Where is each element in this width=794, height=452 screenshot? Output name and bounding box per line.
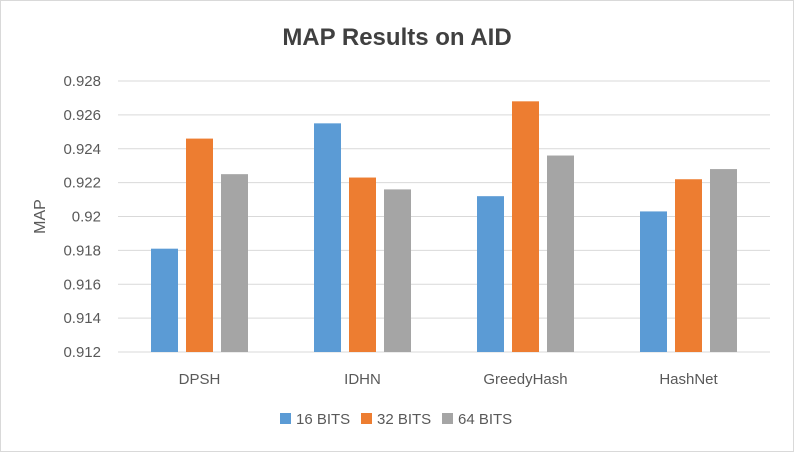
legend-label: 32 BITS bbox=[377, 411, 431, 428]
y-tick-label: 0.924 bbox=[63, 141, 101, 158]
legend-swatch bbox=[442, 413, 453, 424]
x-category-label: DPSH bbox=[179, 371, 221, 388]
bar-hashnet-16-bits bbox=[640, 211, 667, 352]
y-axis-label: MAP bbox=[32, 199, 49, 234]
bar-dpsh-16-bits bbox=[151, 248, 178, 352]
legend: 16 BITS 32 BITS 64 BITS bbox=[280, 411, 512, 428]
x-category-label: HashNet bbox=[659, 371, 718, 388]
y-tick-label: 0.928 bbox=[63, 73, 101, 90]
bar-greedyhash-32-bits bbox=[512, 101, 539, 352]
gridlines bbox=[118, 80, 770, 353]
bar-idhn-16-bits bbox=[314, 123, 341, 352]
legend-label: 64 BITS bbox=[458, 411, 512, 428]
y-axis-ticks: 0.912 0.914 0.916 0.918 0.92 0.922 0.924 0.926 0… bbox=[63, 73, 101, 361]
bar-idhn-64-bits bbox=[384, 189, 411, 352]
y-tick-label: 0.922 bbox=[63, 175, 101, 192]
legend-swatch bbox=[280, 413, 291, 424]
chart-title: MAP Results on AID bbox=[282, 24, 511, 51]
bars bbox=[151, 101, 737, 352]
legend-label: 16 BITS bbox=[296, 411, 350, 428]
bar-greedyhash-16-bits bbox=[477, 196, 504, 352]
bar-dpsh-32-bits bbox=[186, 138, 213, 352]
bar-greedyhash-64-bits bbox=[547, 155, 574, 352]
bar-idhn-32-bits bbox=[349, 177, 376, 352]
y-tick-label: 0.912 bbox=[63, 344, 101, 361]
bar-hashnet-64-bits bbox=[710, 169, 737, 352]
legend-swatch bbox=[361, 413, 372, 424]
x-category-label: IDHN bbox=[344, 371, 381, 388]
y-tick-label: 0.916 bbox=[63, 276, 101, 293]
bar-hashnet-32-bits bbox=[675, 179, 702, 352]
x-axis-categories: DPSH IDHN GreedyHash HashNet bbox=[179, 371, 719, 388]
y-tick-label: 0.914 bbox=[63, 310, 101, 327]
x-category-label: GreedyHash bbox=[483, 371, 567, 388]
y-tick-label: 0.918 bbox=[63, 242, 101, 259]
y-tick-label: 0.926 bbox=[63, 107, 101, 124]
y-tick-label: 0.92 bbox=[72, 209, 101, 226]
bar-dpsh-64-bits bbox=[221, 174, 248, 352]
